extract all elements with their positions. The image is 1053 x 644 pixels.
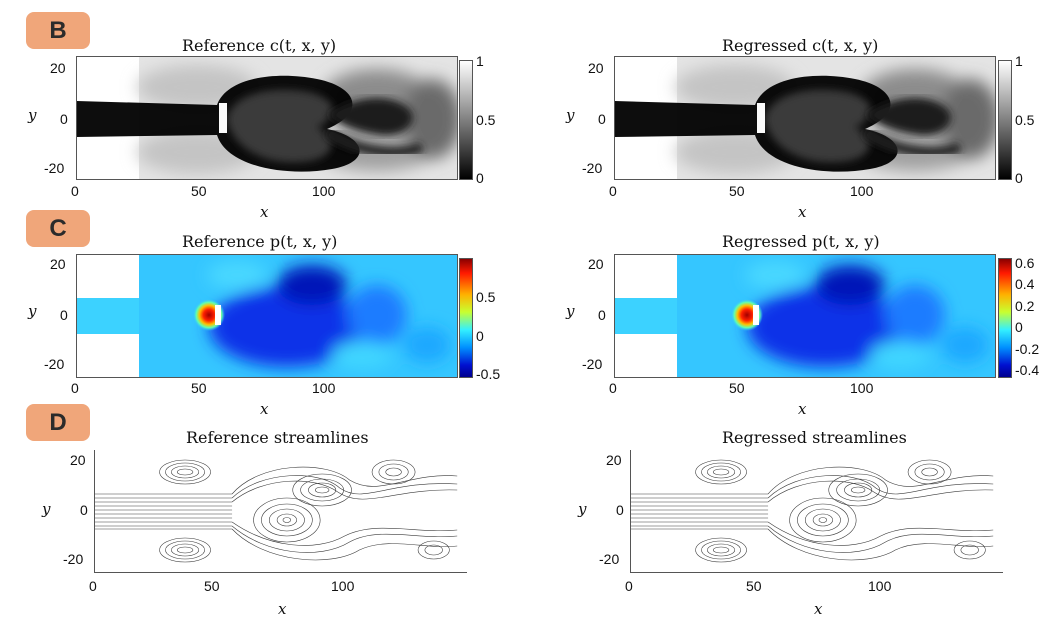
x-tick: 50 bbox=[204, 578, 220, 594]
x-tick: 50 bbox=[729, 380, 745, 396]
regressed-concentration-colorbar bbox=[998, 60, 1012, 180]
panel-label-c: C bbox=[26, 210, 90, 247]
y-tick: 0 bbox=[60, 111, 68, 127]
colorbar-tick: 1 bbox=[476, 53, 484, 69]
regressed-pressure-colorbar bbox=[998, 258, 1012, 378]
y-tick: -20 bbox=[582, 356, 603, 372]
regressed-pressure-plot bbox=[614, 254, 996, 378]
y-tick: 0 bbox=[598, 111, 606, 127]
colorbar-tick: 0 bbox=[1015, 170, 1023, 186]
x-axis-label: x bbox=[260, 400, 269, 418]
x-axis-label: x bbox=[278, 600, 287, 618]
colorbar-tick: 0.5 bbox=[476, 289, 496, 305]
y-tick: 0 bbox=[598, 307, 606, 323]
regressed-streamlines-plot bbox=[630, 450, 1003, 573]
y-tick: -20 bbox=[63, 551, 84, 567]
colorbar-tick: 0.6 bbox=[1015, 255, 1035, 271]
x-tick: 100 bbox=[312, 380, 336, 396]
reference-streamlines-title: Reference streamlines bbox=[186, 428, 369, 447]
colorbar-tick: -0.2 bbox=[1015, 341, 1040, 357]
x-tick: 50 bbox=[191, 183, 207, 199]
x-tick: 100 bbox=[868, 578, 892, 594]
x-tick: 0 bbox=[609, 183, 617, 199]
colorbar-tick: 1 bbox=[1015, 53, 1023, 69]
x-tick: 50 bbox=[191, 380, 207, 396]
y-tick: 0 bbox=[60, 307, 68, 323]
colorbar-tick: 0 bbox=[1015, 319, 1023, 335]
regressed-concentration-plot bbox=[614, 56, 996, 180]
reference-streamlines-plot bbox=[94, 450, 467, 573]
x-tick: 100 bbox=[850, 183, 874, 199]
x-axis-label: x bbox=[798, 203, 807, 221]
colorbar-tick: 0.5 bbox=[1015, 112, 1035, 128]
y-tick: 0 bbox=[616, 502, 624, 518]
y-tick: 20 bbox=[50, 256, 66, 272]
reference-pressure-colorbar bbox=[459, 258, 473, 378]
regressed-pressure-title: Regressed p(t, x, y) bbox=[722, 232, 880, 251]
y-axis-label: y bbox=[566, 106, 575, 124]
colorbar-tick: 0.4 bbox=[1015, 276, 1035, 292]
x-axis-label: x bbox=[798, 400, 807, 418]
y-axis-label: y bbox=[566, 302, 575, 320]
x-tick: 0 bbox=[89, 578, 97, 594]
x-tick: 50 bbox=[729, 183, 745, 199]
regressed-concentration-title: Regressed c(t, x, y) bbox=[722, 36, 879, 55]
y-tick: 20 bbox=[606, 452, 622, 468]
y-axis-label: y bbox=[42, 500, 51, 518]
y-tick: 20 bbox=[50, 60, 66, 76]
y-tick: -20 bbox=[599, 551, 620, 567]
y-tick: 20 bbox=[588, 256, 604, 272]
colorbar-tick: 0 bbox=[476, 328, 484, 344]
x-tick: 0 bbox=[625, 578, 633, 594]
regressed-streamlines-title: Regressed streamlines bbox=[722, 428, 907, 447]
x-tick: 100 bbox=[312, 183, 336, 199]
x-axis-label: x bbox=[260, 203, 269, 221]
panel-label-d: D bbox=[26, 404, 90, 441]
x-axis-label: x bbox=[814, 600, 823, 618]
x-tick: 100 bbox=[331, 578, 355, 594]
y-tick: 20 bbox=[70, 452, 86, 468]
y-axis-label: y bbox=[28, 106, 37, 124]
colorbar-tick: 0 bbox=[476, 170, 484, 186]
reference-pressure-plot bbox=[76, 254, 458, 378]
panel-label-b: B bbox=[26, 12, 90, 49]
y-tick: 0 bbox=[80, 502, 88, 518]
y-tick: -20 bbox=[44, 160, 65, 176]
y-tick: 20 bbox=[588, 60, 604, 76]
reference-concentration-plot bbox=[76, 56, 458, 180]
colorbar-tick: 0.2 bbox=[1015, 298, 1035, 314]
colorbar-tick: 0.5 bbox=[476, 112, 496, 128]
x-tick: 100 bbox=[850, 380, 874, 396]
reference-concentration-title: Reference c(t, x, y) bbox=[182, 36, 337, 55]
colorbar-tick: -0.5 bbox=[476, 366, 501, 382]
x-tick: 0 bbox=[71, 380, 79, 396]
x-tick: 0 bbox=[71, 183, 79, 199]
reference-pressure-title: Reference p(t, x, y) bbox=[182, 232, 338, 251]
y-axis-label: y bbox=[28, 302, 37, 320]
reference-concentration-colorbar bbox=[459, 60, 473, 180]
y-tick: -20 bbox=[44, 356, 65, 372]
colorbar-tick: -0.4 bbox=[1015, 362, 1040, 378]
x-tick: 0 bbox=[609, 380, 617, 396]
y-tick: -20 bbox=[582, 160, 603, 176]
x-tick: 50 bbox=[746, 578, 762, 594]
y-axis-label: y bbox=[578, 500, 587, 518]
